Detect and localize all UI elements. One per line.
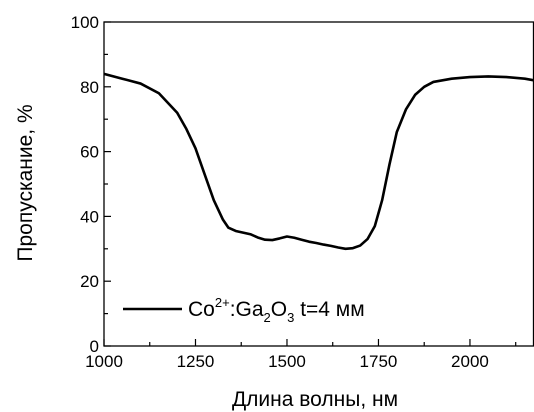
legend-o: O <box>271 298 287 321</box>
x-tick-label: 1000 <box>85 352 123 371</box>
series-line <box>103 72 534 251</box>
x-tick-label: 1250 <box>177 352 215 371</box>
x-axis-title: Длина волны, нм <box>232 388 398 411</box>
legend-o-index: 3 <box>287 310 294 325</box>
y-tick-label: 0 <box>90 337 99 356</box>
x-axis-ticks: 1000 1250 1500 1750 2000 <box>85 339 517 371</box>
y-axis-ticks: 0 20 40 60 80 100 <box>71 13 111 356</box>
x-tick-label: 2000 <box>451 352 489 371</box>
y-tick-label: 20 <box>80 272 99 291</box>
y-tick-label: 100 <box>71 13 99 32</box>
y-tick-label: 40 <box>80 207 99 226</box>
legend-co: Co <box>188 298 215 321</box>
x-tick-label: 1750 <box>360 352 398 371</box>
legend-charge: 2+ <box>215 295 230 310</box>
legend-ga-index: 2 <box>264 310 271 325</box>
x-tick-label: 1500 <box>268 352 306 371</box>
legend-thickness: t=4 мм <box>294 298 364 321</box>
legend-ga: :Ga <box>230 298 264 321</box>
y-axis-title: Пропускание, % <box>14 104 37 261</box>
y-tick-label: 60 <box>80 143 99 162</box>
y-tick-label: 80 <box>80 78 99 97</box>
legend: Co2+:Ga2O3 t=4 мм <box>123 295 365 325</box>
legend-label: Co2+:Ga2O3 t=4 мм <box>188 295 365 325</box>
